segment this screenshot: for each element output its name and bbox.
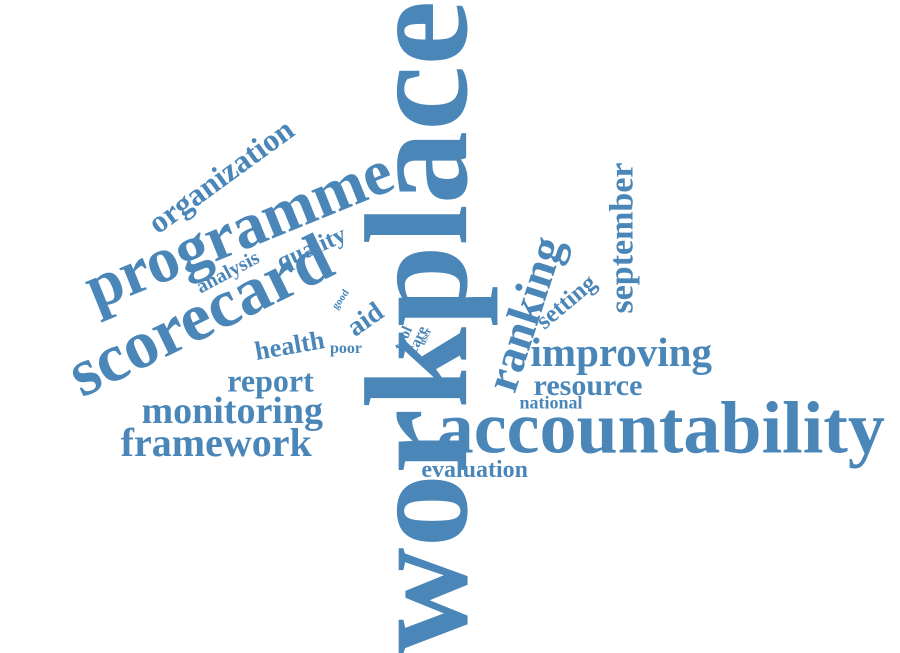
word-september: september (602, 162, 640, 314)
word-national: national (519, 393, 583, 413)
word-monitoring: monitoring (141, 390, 324, 433)
word-framework: framework (120, 421, 312, 466)
word-improving: improving (530, 331, 712, 376)
word-report: report (226, 362, 314, 399)
word-poor: poor (329, 339, 363, 358)
word-accountability: accountability (436, 387, 885, 470)
word-evaluation: evaluation (420, 454, 528, 483)
word-resource: resource (533, 367, 643, 402)
word-health: health (252, 324, 327, 367)
